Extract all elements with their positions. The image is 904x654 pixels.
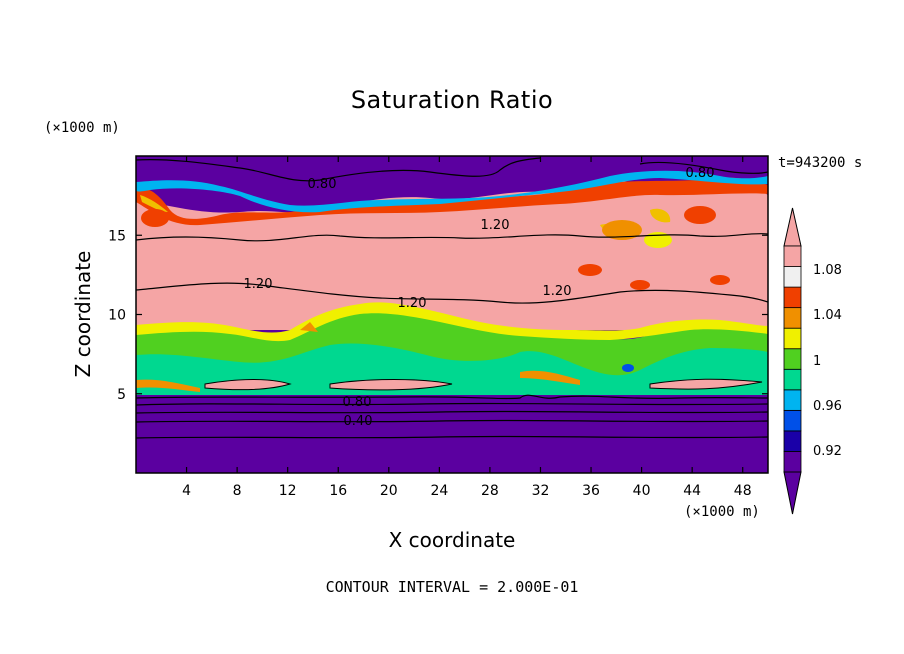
cloud-top-yellow bbox=[136, 302, 768, 342]
x-axis-unit: (×1000 m) bbox=[684, 504, 760, 520]
colorbar-label: 1 bbox=[813, 354, 821, 369]
x-tick-label: 44 bbox=[683, 483, 701, 499]
contour-label: 1.20 bbox=[398, 296, 427, 311]
colorbar-swatch bbox=[783, 307, 802, 329]
lens-mid bbox=[329, 379, 453, 391]
contour-interval-note: CONTOUR INTERVAL = 2.000E-01 bbox=[325, 578, 579, 596]
x-tick-label: 32 bbox=[532, 483, 550, 499]
x-tick-label: 28 bbox=[481, 483, 499, 499]
x-tick-label: 16 bbox=[329, 483, 347, 499]
contour-label: 0.80 bbox=[686, 166, 715, 181]
x-tick-label: 20 bbox=[380, 483, 398, 499]
colorbar-swatch bbox=[783, 245, 802, 267]
contour-label: 1.20 bbox=[481, 218, 510, 233]
contour-label: 1.20 bbox=[543, 284, 572, 299]
cloud-layer-teal bbox=[136, 343, 768, 395]
y-tick-label: 5 bbox=[117, 387, 126, 403]
hotspot bbox=[710, 275, 730, 285]
chart-title: Saturation Ratio bbox=[350, 86, 554, 114]
y-tick-label: 10 bbox=[108, 308, 126, 324]
x-axis-label: X coordinate bbox=[388, 528, 516, 552]
colorbar-swatch bbox=[783, 327, 802, 350]
contour-label: 0.80 bbox=[343, 395, 372, 410]
contour-labels: 0.80 0.80 1.20 1.20 1.20 1.20 0.80 0.40 bbox=[244, 166, 715, 429]
dry-spot bbox=[622, 364, 634, 372]
colorbar-label: 0.96 bbox=[813, 399, 842, 414]
y-axis-unit: (×1000 m) bbox=[44, 120, 120, 136]
colorbar-swatch bbox=[783, 266, 802, 288]
colorbar-top-arrow bbox=[783, 207, 802, 247]
x-tick-label: 48 bbox=[734, 483, 752, 499]
hotspot bbox=[141, 209, 169, 227]
colorbar-swatch bbox=[783, 451, 802, 473]
colorbar-label: 1.08 bbox=[813, 263, 842, 278]
hotspot bbox=[644, 232, 672, 248]
colorbar-bottom-arrow bbox=[783, 471, 802, 515]
hotspot bbox=[630, 280, 650, 290]
x-tick-label: 12 bbox=[279, 483, 297, 499]
colorbar-label: 0.92 bbox=[813, 444, 842, 459]
hotspot bbox=[578, 264, 602, 276]
x-axis-ticks: 4 8 12 16 20 24 28 32 36 40 44 48 bbox=[182, 156, 752, 499]
colorbar-swatch bbox=[783, 368, 802, 391]
x-tick-label: 24 bbox=[430, 483, 448, 499]
time-label: t=943200 s bbox=[778, 155, 863, 171]
contour-lines bbox=[136, 157, 768, 439]
cloud-fringe-orange bbox=[136, 322, 580, 392]
upper-band-cyan bbox=[136, 170, 768, 213]
hotspot bbox=[602, 220, 642, 240]
x-tick-label: 8 bbox=[233, 483, 242, 499]
supersaturated-region bbox=[136, 181, 768, 330]
y-tick-label: 15 bbox=[108, 228, 126, 244]
y-axis-label: Z coordinate bbox=[71, 250, 95, 378]
contour-label: 0.80 bbox=[308, 177, 337, 192]
x-tick-label: 4 bbox=[182, 483, 191, 499]
colorbar-swatch bbox=[783, 430, 802, 452]
colorbar-swatch bbox=[783, 286, 802, 309]
x-tick-label: 40 bbox=[633, 483, 651, 499]
colorbar-swatch bbox=[783, 409, 802, 432]
y-axis-ticks: 5 10 15 bbox=[108, 228, 768, 403]
colorbar-swatch bbox=[783, 348, 802, 370]
colorbar: 1.08 1.04 1 0.96 0.92 bbox=[783, 207, 842, 515]
x-tick-label: 36 bbox=[582, 483, 600, 499]
hotspot bbox=[684, 206, 716, 224]
contour-label: 1.20 bbox=[244, 277, 273, 292]
boundary-layer-region bbox=[136, 395, 768, 473]
lens-left bbox=[204, 379, 292, 391]
lens-right bbox=[649, 378, 763, 390]
colorbar-swatch bbox=[783, 389, 802, 411]
contour-label: 0.40 bbox=[344, 414, 373, 429]
field-layer bbox=[136, 156, 768, 473]
colorbar-label: 1.04 bbox=[813, 308, 842, 323]
